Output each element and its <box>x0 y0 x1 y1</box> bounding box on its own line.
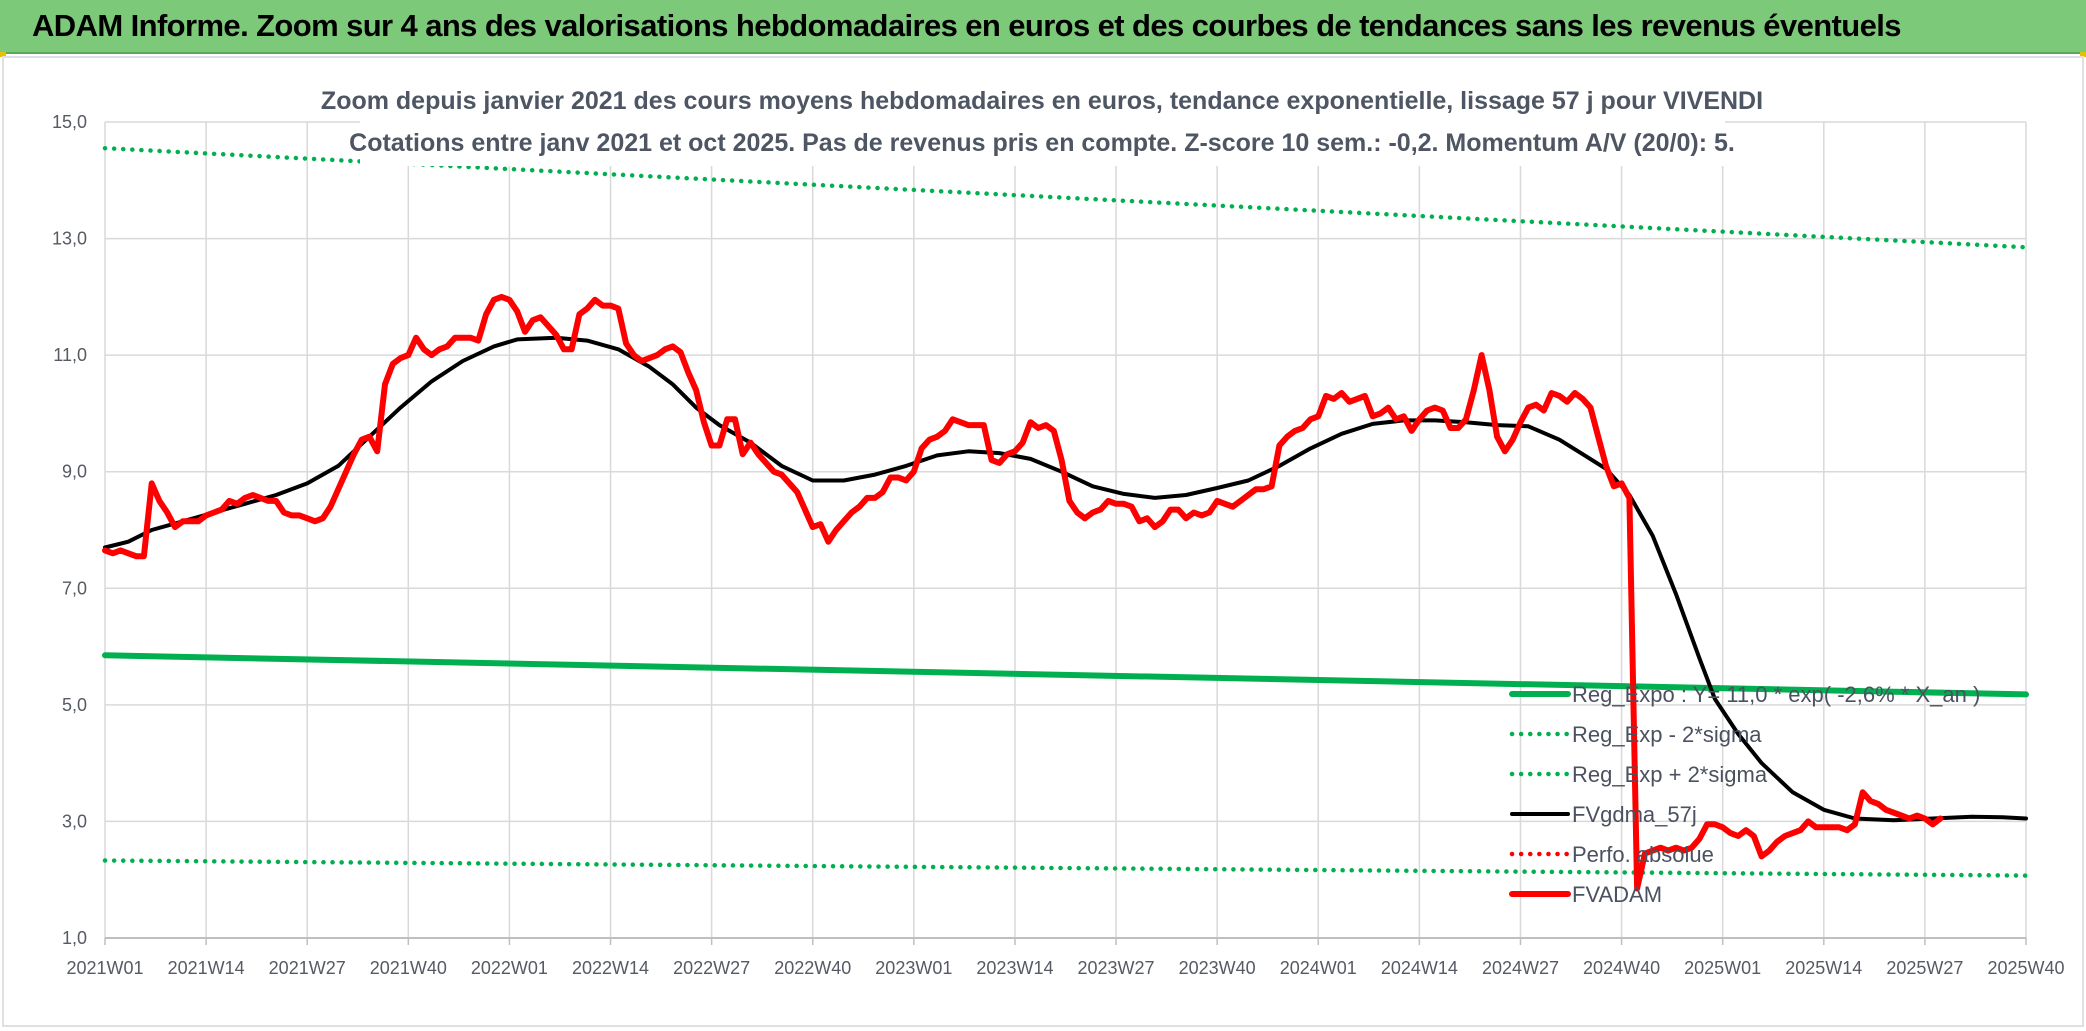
series-line-reg-expo-y-11-0-exp-2-6-x-an <box>102 652 2029 698</box>
banner-accent-right <box>2080 52 2086 57</box>
x-tick-label: 2023W40 <box>1179 958 1256 978</box>
series-line-fvgdma-57j <box>103 335 2028 823</box>
x-tick-label: 2022W01 <box>471 958 548 978</box>
y-tick-label: 9,0 <box>62 462 87 482</box>
chart-frame <box>2 56 2084 1027</box>
axis-layer: 1,0 3,0 5,0 7,0 9,0 11,0 13,0 15,0 2021W01 2021W1… <box>52 112 2065 978</box>
y-tick-label: 15,0 <box>52 112 87 132</box>
legend-label-fvgdma-57j: FVgdma_57j <box>1572 802 1697 827</box>
report-banner: ADAM Informe. Zoom sur 4 ans des valoris… <box>0 0 2086 54</box>
y-tick-label: 5,0 <box>62 695 87 715</box>
y-tick-label: 13,0 <box>52 229 87 249</box>
y-tick-label: 1,0 <box>62 928 87 948</box>
chart-title-block: Zoom depuis janvier 2021 des cours moyen… <box>321 76 1763 166</box>
x-tick-label: 2025W14 <box>1785 958 1862 978</box>
title-background <box>360 76 1725 166</box>
x-tick-label: 2024W40 <box>1583 958 1660 978</box>
y-tick-label: 11,0 <box>53 345 87 365</box>
chart-subtitle: Cotations entre janv 2021 et oct 2025. P… <box>349 129 1735 157</box>
x-tick-label: 2025W40 <box>1987 958 2064 978</box>
chart-legend: Reg_Expo : Y= 11,0 * exp( -2,6% * X_an )… <box>1509 682 1980 907</box>
legend-label-reg-exp-2-sigma: Reg_Exp + 2*sigma <box>1572 762 1768 787</box>
legend-label-reg-exp-2-sigma: Reg_Exp - 2*sigma <box>1572 722 1762 747</box>
chart-title: Zoom depuis janvier 2021 des cours moyen… <box>321 87 1763 115</box>
x-tick-label: 2023W01 <box>875 958 952 978</box>
banner-accent-left <box>0 52 6 57</box>
x-tick-label: 2022W27 <box>673 958 750 978</box>
y-tick-label: 3,0 <box>62 811 87 831</box>
legend-label-fvadam: FVADAM <box>1572 882 1662 907</box>
legend-label-reg-expo-y-11-0-exp-2-6-x-an: Reg_Expo : Y= 11,0 * exp( -2,6% * X_an ) <box>1572 682 1980 707</box>
series-line-fvadam <box>102 293 1944 892</box>
x-tick-label: 2025W01 <box>1684 958 1761 978</box>
x-tick-label: 2024W01 <box>1280 958 1357 978</box>
y-tick-label: 7,0 <box>62 578 87 598</box>
x-tick-label: 2024W27 <box>1482 958 1559 978</box>
x-tick-label: 2021W14 <box>168 958 245 978</box>
grid-layer <box>104 121 2027 939</box>
x-tick-label: 2023W14 <box>976 958 1053 978</box>
legend-label-perfo-absolue: Perfo. absolue <box>1572 842 1714 867</box>
x-tick-label: 2022W40 <box>774 958 851 978</box>
x-tick-label: 2021W40 <box>370 958 447 978</box>
x-tick-label: 2023W27 <box>1078 958 1155 978</box>
x-tick-label: 2022W14 <box>572 958 649 978</box>
x-tick-label: 2021W27 <box>269 958 346 978</box>
x-tick-label: 2025W27 <box>1886 958 1963 978</box>
report-title: ADAM Informe. Zoom sur 4 ans des valoris… <box>32 8 1902 43</box>
x-tick-label: 2021W01 <box>66 958 143 978</box>
x-tick-label: 2024W14 <box>1381 958 1458 978</box>
series-line-reg-exp-2-sigma <box>102 858 2029 878</box>
